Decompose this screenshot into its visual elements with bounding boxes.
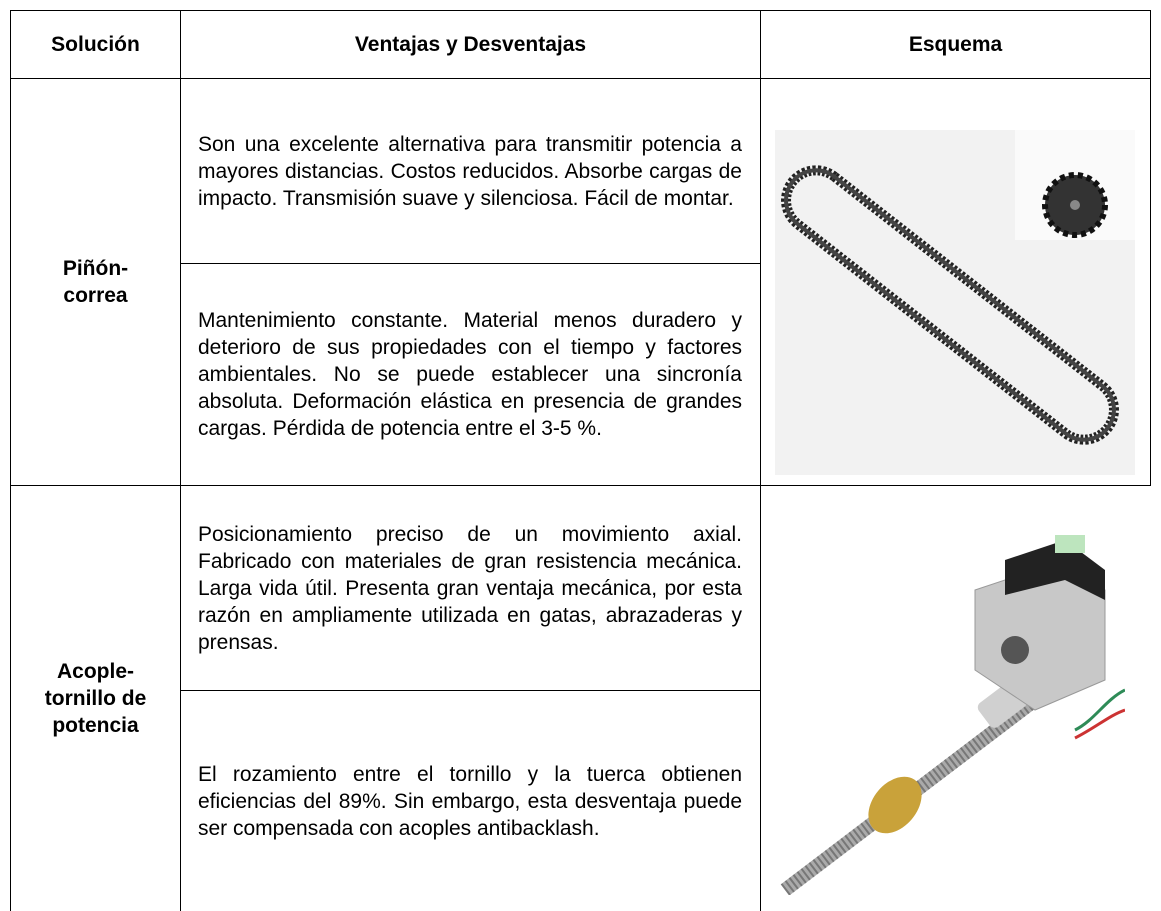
border	[10, 10, 1151, 11]
header-text: Esquema	[908, 33, 1003, 56]
border	[180, 690, 760, 691]
text-cell: Mantenimiento constante. Material menos …	[181, 264, 760, 485]
header-cell: Esquema	[761, 11, 1150, 78]
border	[760, 10, 761, 911]
header-text: Solución	[51, 33, 140, 56]
text-cell: El rozamiento entre el tornillo y la tue…	[181, 691, 760, 911]
text-cell: Posicionamiento preciso de un movimiento…	[181, 486, 760, 690]
advantages: Posicionamiento preciso de un movimiento…	[198, 522, 742, 654]
disadvantages: Mantenimiento constante. Material menos …	[198, 309, 742, 440]
advantages: Son una excelente alternativa para trans…	[198, 132, 742, 210]
border	[180, 263, 760, 264]
border	[10, 10, 11, 911]
header-cell: Solución	[11, 11, 180, 78]
border	[1150, 10, 1151, 485]
header-text: Ventajas y Desventajas	[354, 33, 587, 56]
text-cell: Son una excelente alternativa para trans…	[181, 79, 760, 263]
disadvantages: El rozamiento entre el tornillo y la tue…	[198, 762, 742, 840]
solution-cell: Acople-tornillo de potencia	[11, 486, 180, 911]
screw-image	[780, 535, 1125, 895]
border	[10, 78, 1151, 79]
border	[180, 10, 181, 911]
solution-cell: Piñón-correa	[11, 79, 180, 485]
solution: Piñón-correa	[62, 257, 129, 307]
header-cell: Ventajas y Desventajas	[181, 11, 760, 78]
belt-image	[775, 130, 1135, 475]
border	[10, 485, 1151, 486]
solution: Acople-tornillo de potencia	[44, 660, 147, 737]
